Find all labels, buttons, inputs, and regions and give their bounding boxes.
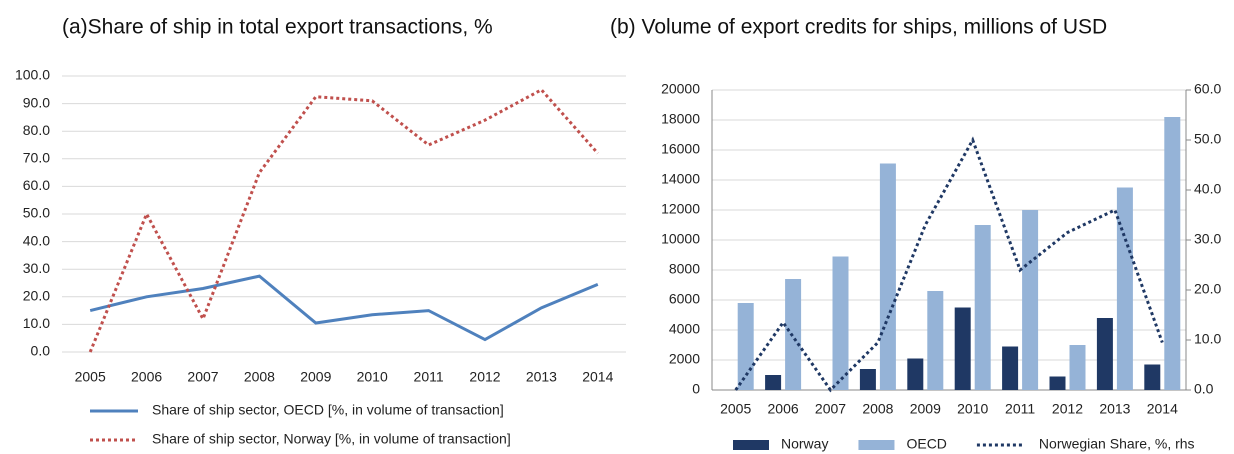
x-tick-label: 2006 <box>131 369 162 385</box>
bar <box>737 303 754 390</box>
x-tick-label: 2008 <box>862 401 893 417</box>
legend-label: Norwegian Share, %, rhs <box>1039 436 1195 452</box>
y2-tick-label: 60.0 <box>1194 81 1221 97</box>
y-tick-label: 8000 <box>669 261 700 277</box>
y2-tick-label: 50.0 <box>1194 131 1221 147</box>
y-tick-label: 14000 <box>661 171 700 187</box>
x-tick-label: 2011 <box>414 369 444 385</box>
y-tick-label: 20.0 <box>23 288 50 304</box>
y-tick-label: 16000 <box>661 141 700 157</box>
x-tick-label: 2011 <box>1005 401 1035 417</box>
bar <box>1022 210 1039 390</box>
y-tick-label: 6000 <box>669 291 700 307</box>
y2-tick-label: 40.0 <box>1194 181 1221 197</box>
legend-label: Share of ship sector, Norway [%, in volu… <box>152 431 511 447</box>
x-tick-label: 2008 <box>244 369 275 385</box>
x-tick-label: 2009 <box>910 401 941 417</box>
bar <box>1069 345 1086 390</box>
x-tick-label: 2010 <box>357 369 388 385</box>
chart-title: (b) Volume of export credits for ships, … <box>610 16 1107 39</box>
bar <box>859 369 876 390</box>
x-tick-label: 2010 <box>957 401 988 417</box>
y-tick-label: 100.0 <box>15 67 50 83</box>
bar <box>954 307 971 390</box>
line <box>88 87 599 353</box>
x-tick-label: 2009 <box>300 369 331 385</box>
y-tick-label: 20000 <box>661 81 700 97</box>
y-tick-label: 70.0 <box>23 150 50 166</box>
y-tick-label: 40.0 <box>23 232 50 248</box>
y2-tick-label: 10.0 <box>1194 331 1221 347</box>
y-tick-label: 10000 <box>661 231 700 247</box>
bar <box>1116 187 1133 390</box>
x-tick-label: 2014 <box>1147 401 1178 417</box>
x-tick-label: 2014 <box>582 369 613 385</box>
bar <box>1164 117 1181 390</box>
legend-label: OECD <box>906 436 946 452</box>
y-tick-label: 0 <box>692 381 700 397</box>
bar <box>974 225 991 390</box>
y-tick-label: 90.0 <box>23 94 50 110</box>
bar <box>1049 376 1066 390</box>
bar <box>907 358 924 390</box>
x-tick-label: 2013 <box>526 369 557 385</box>
y2-tick-label: 0.0 <box>1194 381 1214 397</box>
legend-label: Share of ship sector, OECD [%, in volume… <box>152 402 504 418</box>
bar <box>765 375 782 390</box>
x-tick-label: 2005 <box>720 401 751 417</box>
bar <box>1002 346 1019 390</box>
x-tick-label: 2012 <box>1052 401 1083 417</box>
x-tick-label: 2007 <box>187 369 218 385</box>
y-tick-label: 60.0 <box>23 177 50 193</box>
bar <box>1144 364 1161 390</box>
y-tick-label: 18000 <box>661 111 700 127</box>
x-tick-label: 2007 <box>815 401 846 417</box>
y-tick-label: 30.0 <box>23 260 50 276</box>
x-tick-label: 2013 <box>1099 401 1130 417</box>
x-tick-label: 2012 <box>469 369 500 385</box>
y-tick-label: 10.0 <box>23 315 50 331</box>
line <box>89 274 599 342</box>
legend-swatch <box>733 440 769 450</box>
legend-label: Norway <box>781 436 828 452</box>
y-tick-label: 0.0 <box>31 343 51 359</box>
x-tick-label: 2005 <box>75 369 106 385</box>
y-tick-label: 50.0 <box>23 205 50 221</box>
legend-swatch <box>858 440 895 450</box>
y2-tick-label: 20.0 <box>1194 281 1221 297</box>
y2-tick-label: 30.0 <box>1194 231 1221 247</box>
y-tick-label: 12000 <box>661 201 700 217</box>
y-tick-label: 80.0 <box>23 122 50 138</box>
bar <box>832 256 849 390</box>
bar <box>927 291 944 390</box>
bar <box>1096 318 1113 390</box>
y-tick-label: 4000 <box>669 321 700 337</box>
y-tick-label: 2000 <box>669 351 700 367</box>
chart-title: (a)Share of ship in total export transac… <box>62 16 493 39</box>
bar <box>879 163 896 390</box>
x-tick-label: 2006 <box>768 401 799 417</box>
